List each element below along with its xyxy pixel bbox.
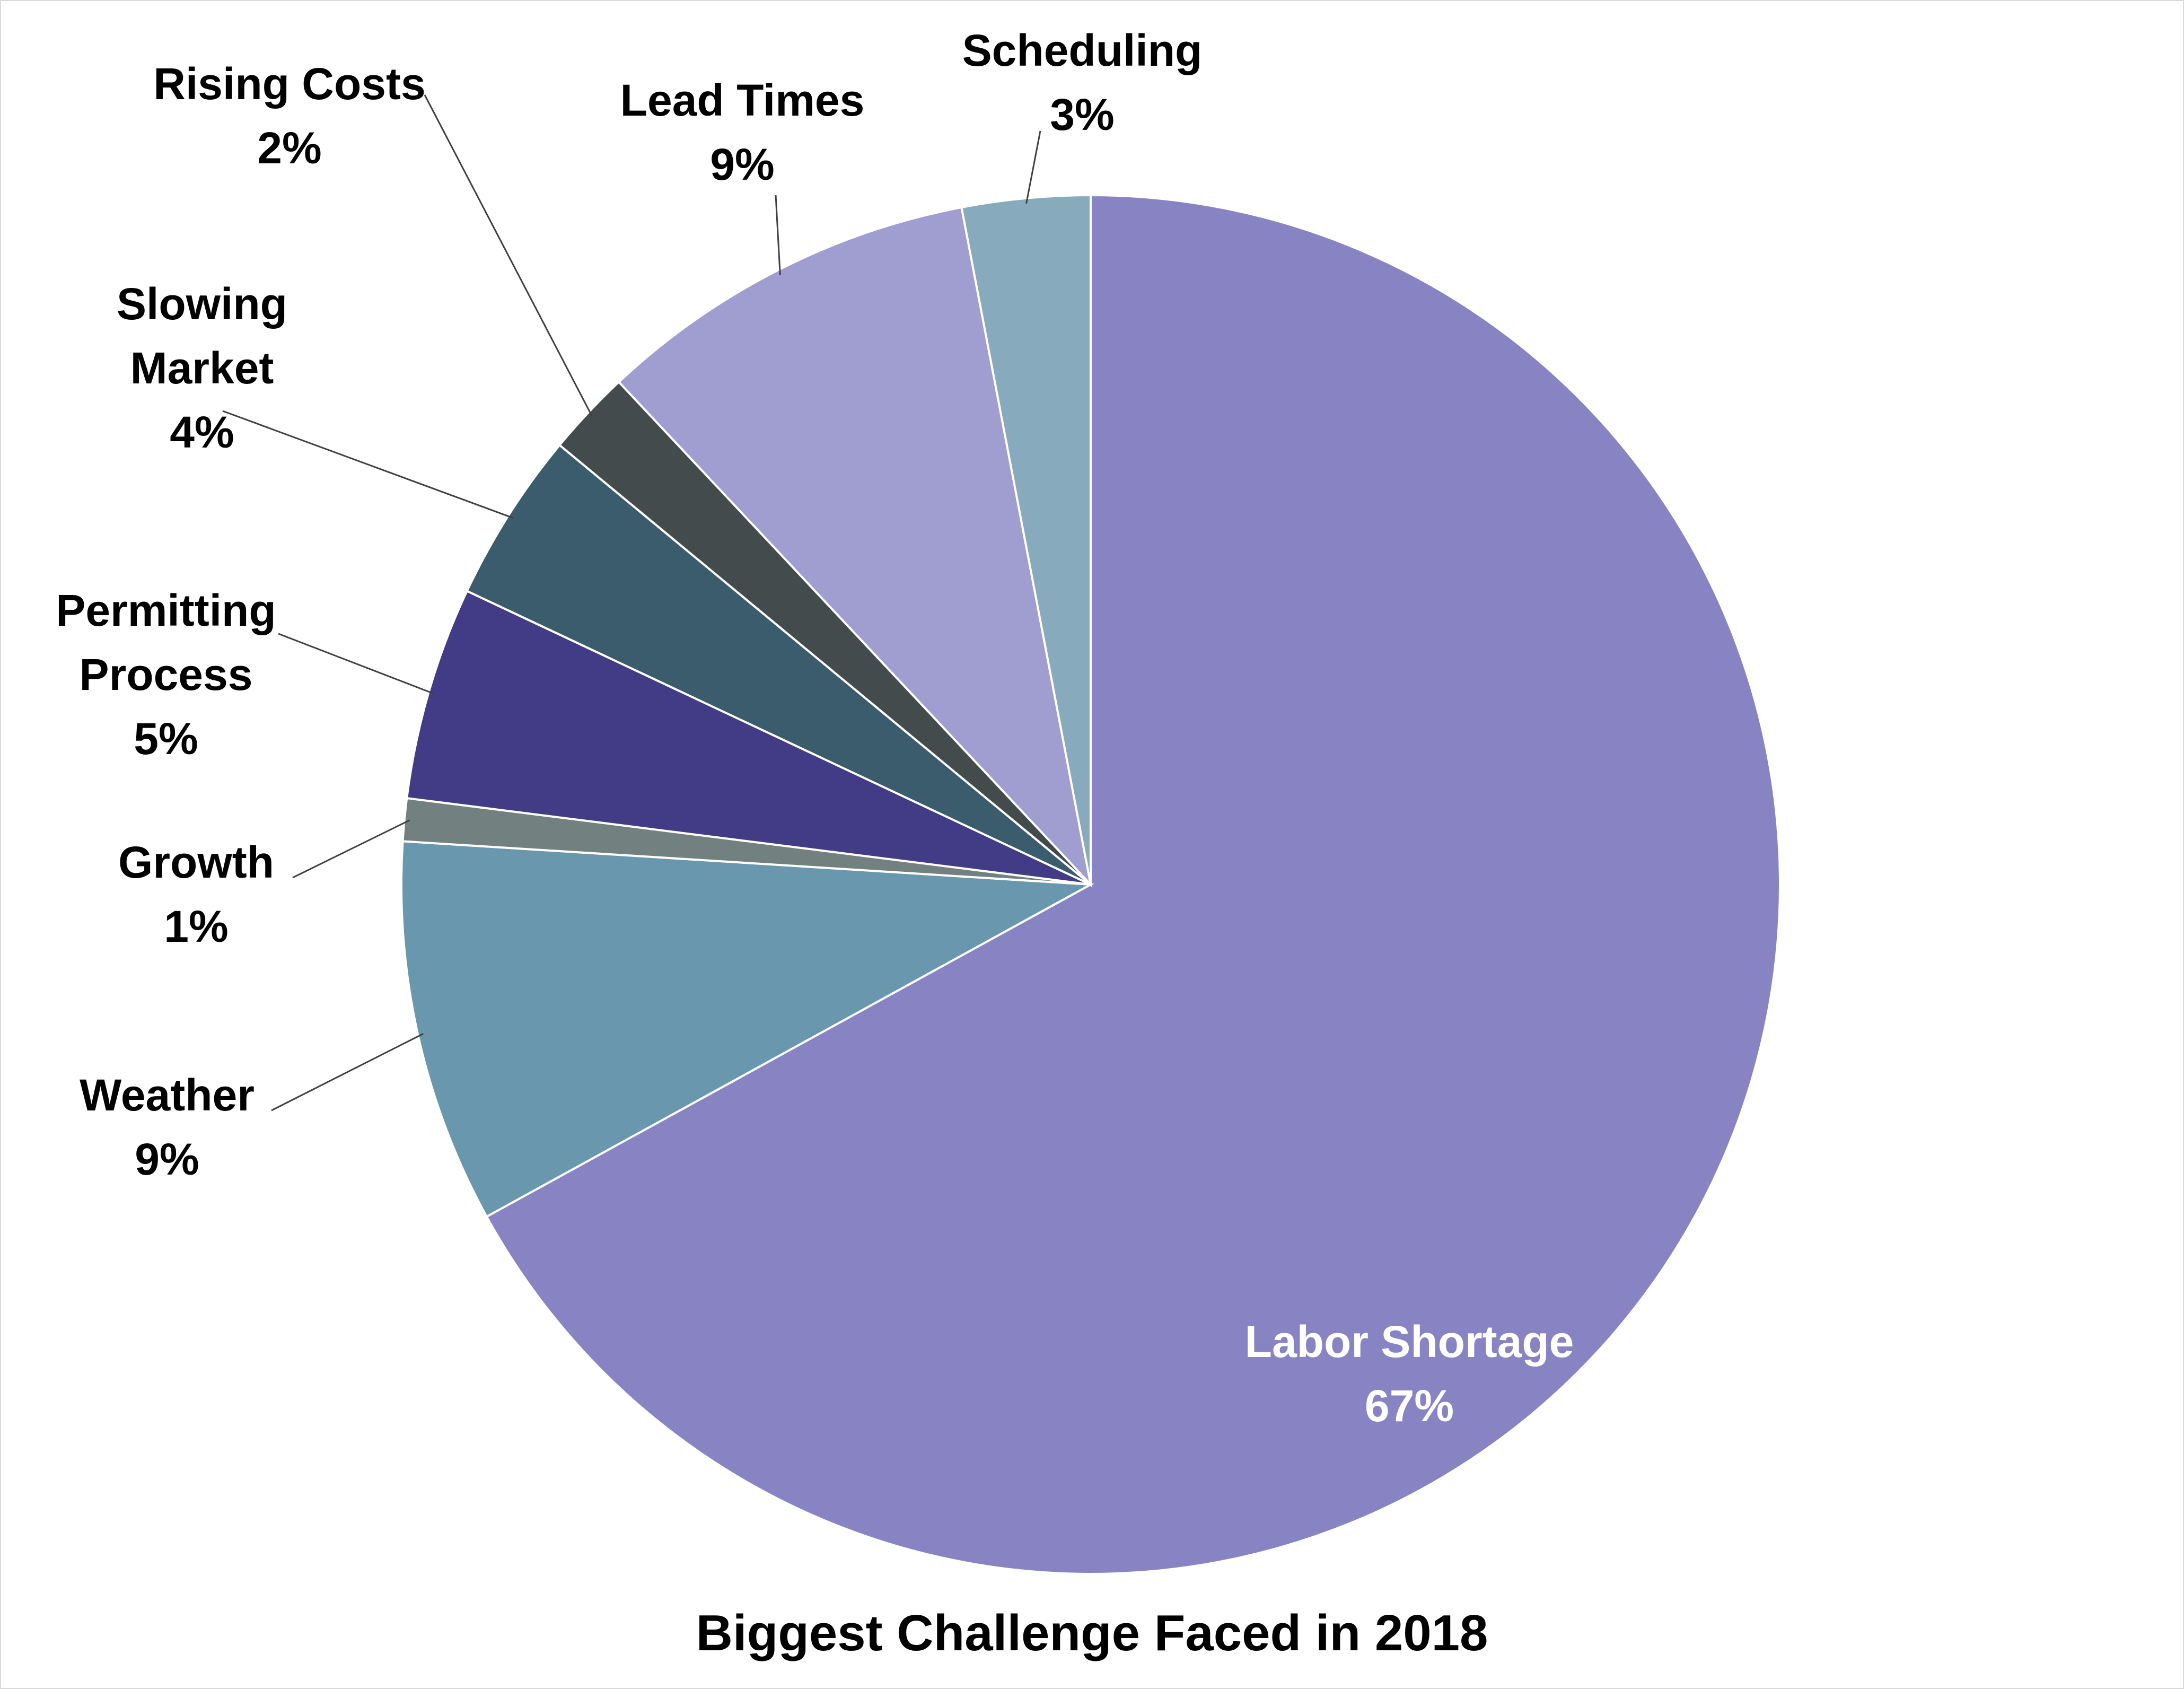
- value-label: 5%: [134, 713, 198, 764]
- category-label: Slowing Market: [117, 279, 287, 393]
- value-label: 9%: [135, 1134, 199, 1184]
- leader-line: [775, 195, 781, 275]
- category-label: Permitting Process: [56, 585, 276, 699]
- category-label: Lead Times: [620, 75, 865, 125]
- chart-title: Biggest Challenge Faced in 2018: [696, 1605, 1488, 1661]
- value-label: 67%: [1364, 1380, 1454, 1431]
- leader-line: [1025, 130, 1041, 204]
- leader-line: [278, 633, 434, 695]
- slice-label: Permitting Process 5%: [39, 579, 293, 771]
- category-label: Growth: [118, 837, 274, 887]
- leader-line: [271, 1033, 424, 1112]
- category-label: Scheduling: [962, 25, 1203, 75]
- leader-line: [222, 410, 514, 519]
- value-label: 3%: [1050, 89, 1115, 139]
- pie-slice: [617, 206, 1093, 888]
- slice-label: Growth 1%: [118, 830, 274, 959]
- slice-label: Scheduling 3%: [962, 19, 1203, 147]
- slice-label: Rising Costs 2%: [153, 52, 425, 180]
- pie-slice: [485, 194, 1781, 1575]
- slice-label: Lead Times 9%: [620, 68, 865, 197]
- pie-slice: [400, 840, 1094, 1218]
- category-label: Weather: [80, 1070, 255, 1120]
- pie-slice: [960, 194, 1092, 885]
- value-label: 2%: [257, 122, 322, 173]
- pie-slice: [466, 443, 1092, 886]
- leader-line: [424, 94, 593, 417]
- value-label: 9%: [710, 139, 775, 189]
- slice-label: Labor Shortage 67%: [1245, 1310, 1574, 1438]
- value-label: 4%: [170, 407, 234, 457]
- leader-line: [292, 819, 410, 879]
- category-label: Labor Shortage: [1244, 1317, 1574, 1367]
- category-label: Rising Costs: [153, 59, 426, 109]
- slice-label: Slowing Market 4%: [75, 272, 329, 465]
- slice-label: Weather 9%: [80, 1063, 255, 1192]
- value-label: 1%: [164, 901, 229, 951]
